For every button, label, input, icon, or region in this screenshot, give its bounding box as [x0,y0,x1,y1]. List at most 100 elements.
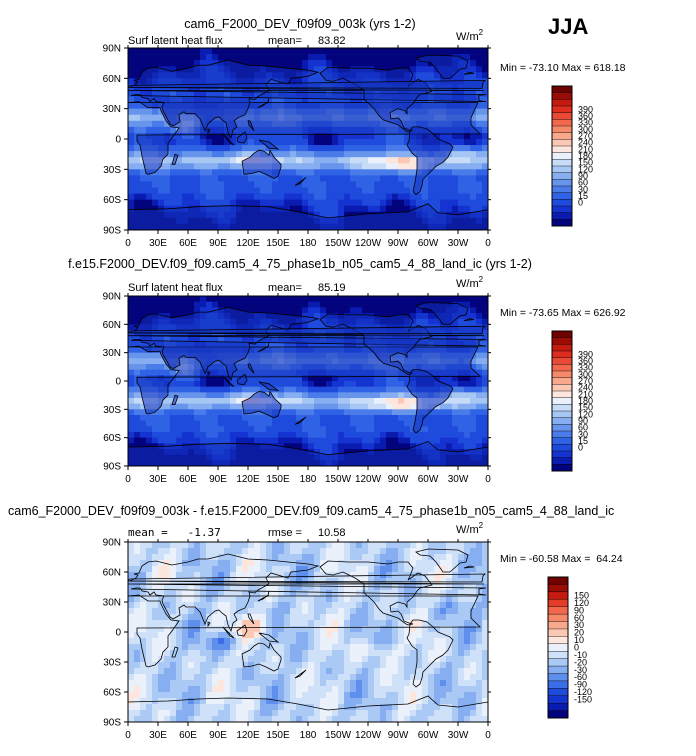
heatmap-cell [314,632,320,638]
heatmap-cell [452,542,458,548]
heatmap-cell [374,554,380,560]
heatmap-cell [158,175,164,181]
heatmap-cell [176,381,182,387]
heatmap-cell [176,307,182,313]
heatmap-cell [422,72,428,78]
heatmap-cell [128,438,134,444]
heatmap-cell [452,638,458,644]
heatmap-cell [140,296,146,302]
heatmap-cell [464,650,470,656]
heatmap-cell [314,387,320,393]
heatmap-cell [410,48,416,54]
heatmap-cell [356,392,362,398]
heatmap-cell [482,415,488,421]
heatmap-cell [368,194,374,200]
heatmap-cell [146,115,152,121]
heatmap-cell [410,614,416,620]
heatmap-cell [188,620,194,626]
heatmap-cell [140,421,146,427]
heatmap-cell [326,157,332,163]
heatmap-cell [434,169,440,175]
heatmap-cell [314,614,320,620]
heatmap-cell [392,60,398,66]
heatmap-cell [278,175,284,181]
heatmap-cell [158,127,164,133]
heatmap-cell [344,175,350,181]
heatmap-cell [224,404,230,410]
heatmap-cell [386,548,392,554]
heatmap-cell [338,188,344,194]
heatmap-cell [302,145,308,151]
heatmap-cell [176,548,182,554]
heatmap-cell [332,644,338,650]
heatmap-cell [272,632,278,638]
heatmap-cell [332,438,338,444]
heatmap-cell [200,426,206,432]
heatmap-cell [416,200,422,206]
heatmap-cell [272,608,278,614]
heatmap-cell [224,602,230,608]
heatmap-cell [398,560,404,566]
heatmap-cell [140,548,146,554]
heatmap-cell [158,554,164,560]
heatmap-cell [326,432,332,438]
heatmap-cell [290,151,296,157]
heatmap-cell [146,175,152,181]
heatmap-cell [464,584,470,590]
heatmap-cell [176,566,182,572]
heatmap-cell [182,404,188,410]
heatmap-cell [344,307,350,313]
y-tick-label: 0 [115,377,121,388]
heatmap-cell [170,194,176,200]
heatmap-cell [182,151,188,157]
heatmap-cell [236,200,242,206]
heatmap-cell [332,638,338,644]
heatmap-cell [278,602,284,608]
heatmap-cell [200,432,206,438]
heatmap-cell [302,608,308,614]
heatmap-cell [476,602,482,608]
heatmap-cell [296,54,302,60]
heatmap-cell [164,620,170,626]
heatmap-cell [404,614,410,620]
heatmap-cell [254,194,260,200]
heatmap-cell [356,650,362,656]
heatmap-cell [362,614,368,620]
heatmap-cell [320,398,326,404]
heatmap-cell [236,596,242,602]
heatmap-cell [374,307,380,313]
heatmap-cell [134,638,140,644]
heatmap-cell [302,404,308,410]
heatmap-cell [464,596,470,602]
heatmap-cell [278,632,284,638]
heatmap-cell [374,381,380,387]
heatmap-cell [380,596,386,602]
heatmap-cell [428,542,434,548]
heatmap-cell [320,584,326,590]
heatmap-cell [446,409,452,415]
heatmap-cell [362,409,368,415]
heatmap-cell [314,151,320,157]
heatmap-cell [158,364,164,370]
heatmap-cell [338,542,344,548]
x-tick-label: 30W [448,238,469,249]
heatmap-cell [188,572,194,578]
heatmap-cell [332,307,338,313]
heatmap-cell [410,409,416,415]
heatmap-cell [218,409,224,415]
heatmap-cell [380,169,386,175]
heatmap-cell [464,48,470,54]
heatmap-cell [470,206,476,212]
heatmap-cell [188,54,194,60]
heatmap-cell [146,626,152,632]
colorbar-swatch [552,219,572,226]
heatmap-cell [260,620,266,626]
heatmap-cell [362,60,368,66]
heatmap-cell [314,438,320,444]
heatmap-cell [134,596,140,602]
colorbar-swatch [552,458,572,465]
heatmap-cell [128,157,134,163]
heatmap-cell [362,381,368,387]
heatmap-cell [374,145,380,151]
heatmap-cell [404,181,410,187]
